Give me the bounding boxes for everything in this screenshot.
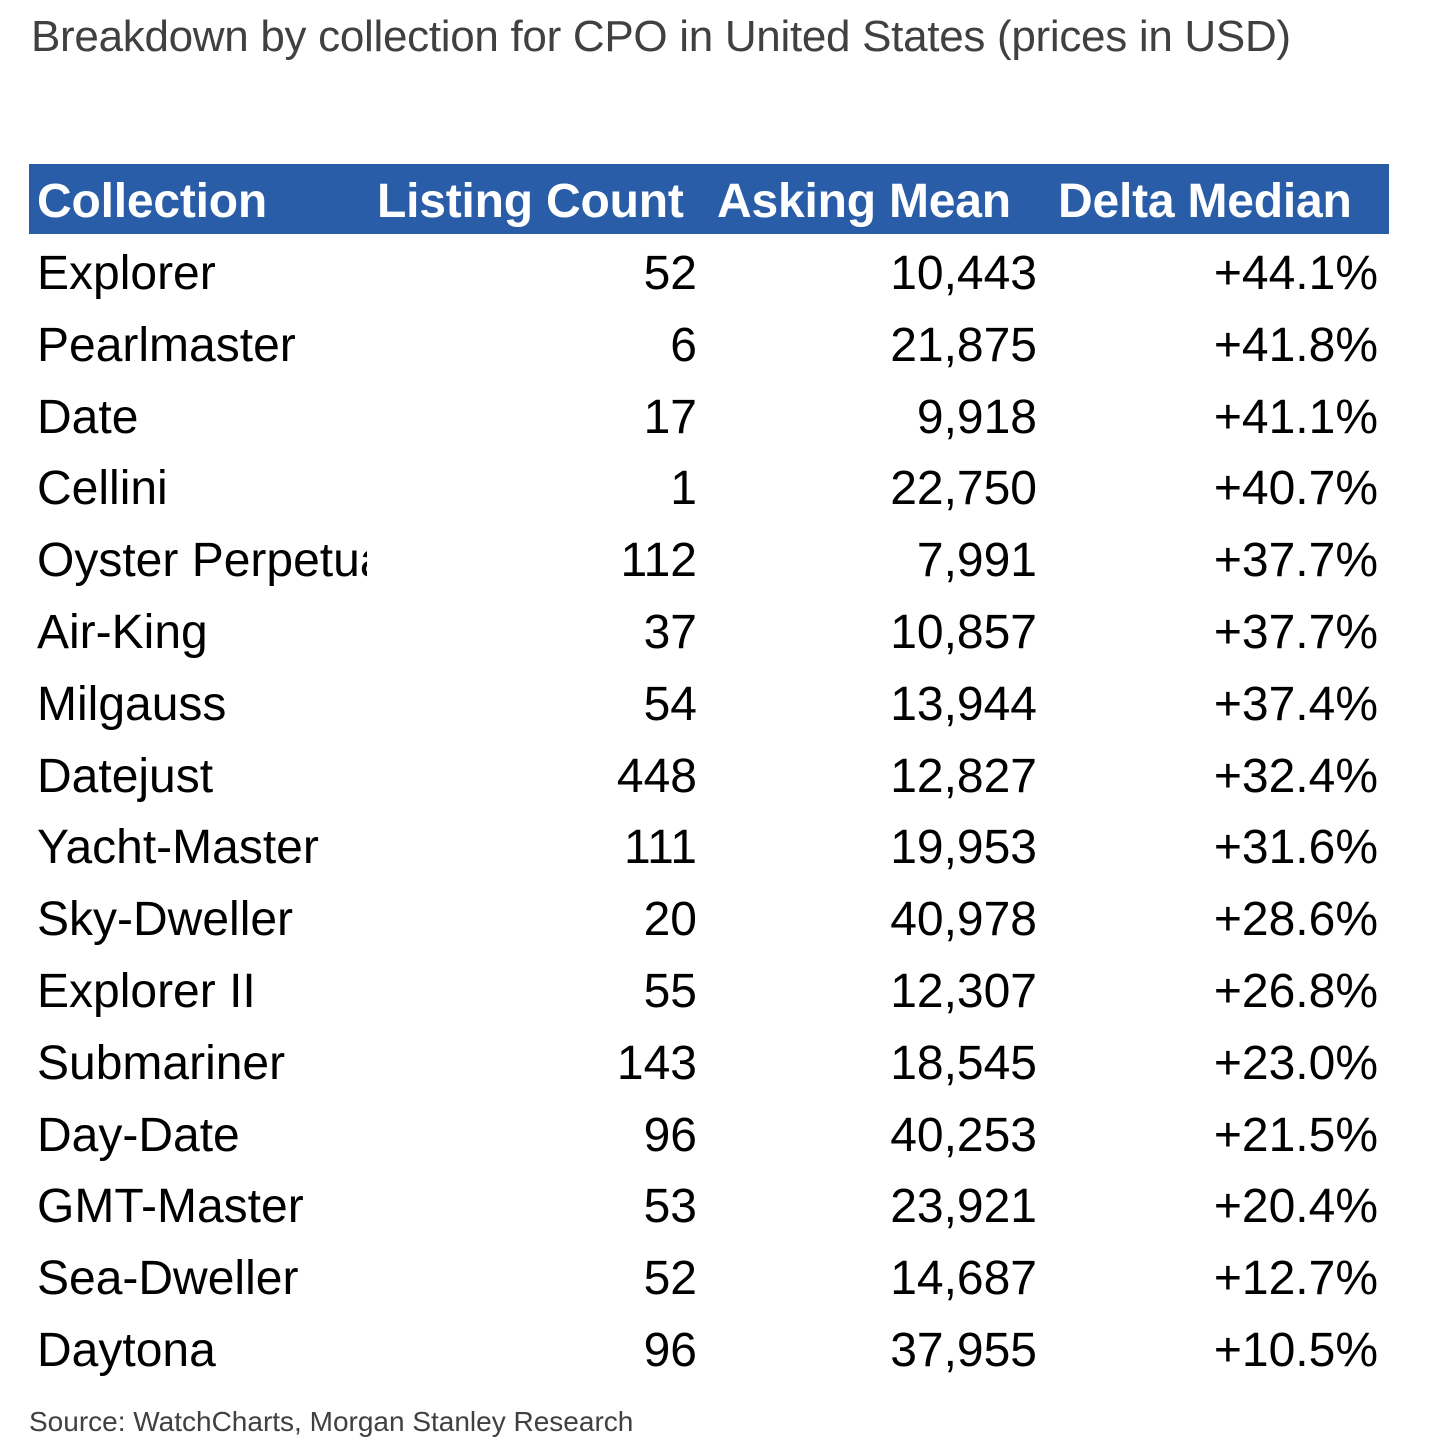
cell-listing-count: 55	[643, 964, 697, 1018]
cell-collection: Date	[37, 390, 139, 444]
cell-delta-median: +31.6%	[1213, 821, 1378, 875]
cell-collection: Daytona	[37, 1323, 216, 1377]
cell-asking-mean: 14,687	[890, 1252, 1037, 1306]
table-row: Date 17 9,918 +41.1%	[29, 378, 1389, 450]
header-collection: Collection	[37, 175, 268, 228]
table-row: Explorer 52 10,443 +44.1%	[29, 234, 1389, 306]
cell-asking-mean: 19,953	[890, 821, 1037, 875]
cell-delta-median: +41.1%	[1213, 390, 1378, 444]
cell-collection: GMT-Master	[37, 1180, 304, 1234]
cell-delta-median: +12.7%	[1213, 1252, 1378, 1306]
table-row: Air-King 37 10,857 +37.7%	[29, 593, 1389, 665]
cell-delta-median: +26.8%	[1213, 964, 1378, 1018]
cell-asking-mean: 18,545	[890, 1036, 1037, 1090]
table-row: Sky-Dweller 20 40,978 +28.6%	[29, 880, 1389, 952]
header-asking-mean: Asking Mean	[717, 175, 1011, 228]
cell-asking-mean: 40,253	[890, 1108, 1037, 1162]
cell-collection: Datejust	[37, 749, 214, 803]
cell-listing-count: 54	[643, 677, 697, 731]
cell-collection: Air-King	[37, 605, 208, 659]
cell-collection: Cellini	[37, 462, 168, 516]
cell-collection: Pearlmaster	[37, 318, 296, 372]
table-row: GMT-Master 53 23,921 +20.4%	[29, 1167, 1389, 1239]
cell-listing-count: 20	[643, 893, 697, 947]
cell-delta-median: +44.1%	[1213, 247, 1378, 300]
table-row: Daytona 96 37,955 +10.5%	[29, 1311, 1389, 1383]
cell-collection: Submariner	[37, 1036, 286, 1090]
header-delta-median: Delta Median	[1058, 175, 1352, 228]
table-row: Submariner 143 18,545 +23.0%	[29, 1024, 1389, 1096]
chart-title: Breakdown by collection for CPO in Unite…	[31, 12, 1291, 61]
cell-delta-median: +20.4%	[1213, 1180, 1378, 1234]
cell-listing-count: 112	[620, 534, 697, 588]
cell-collection: Oyster Perpetual	[37, 534, 367, 588]
table-row: Oyster Perpetual 112 7,991 +37.7%	[29, 521, 1389, 593]
data-table: Collection Listing Count Asking Mean Del…	[29, 164, 1389, 1383]
cell-listing-count: 96	[643, 1323, 697, 1377]
cell-collection: Milgauss	[37, 677, 227, 731]
cell-listing-count: 17	[643, 390, 697, 444]
table-row: Pearlmaster 6 21,875 +41.8%	[29, 306, 1389, 378]
table-row: Day-Date 96 40,253 +21.5%	[29, 1096, 1389, 1168]
cell-asking-mean: 37,955	[890, 1323, 1037, 1377]
cell-listing-count: 6	[670, 318, 697, 372]
cell-listing-count: 111	[624, 821, 697, 875]
table-row: Sea-Dweller 52 14,687 +12.7%	[29, 1239, 1389, 1311]
cell-asking-mean: 10,857	[890, 605, 1037, 659]
cell-listing-count: 52	[643, 1252, 697, 1306]
cell-collection: Day-Date	[37, 1108, 240, 1162]
cell-collection: Sea-Dweller	[37, 1252, 299, 1306]
cell-delta-median: +40.7%	[1213, 462, 1378, 516]
cell-collection: Yacht-Master	[37, 821, 319, 875]
cell-asking-mean: 7,991	[916, 534, 1037, 588]
cell-delta-median: +28.6%	[1213, 893, 1378, 947]
cell-asking-mean: 9,918	[916, 390, 1037, 444]
table-body: Explorer 52 10,443 +44.1% Pearlmaster 6 21,875…	[29, 234, 1389, 1383]
cell-listing-count: 143	[616, 1036, 697, 1090]
cell-asking-mean: 22,750	[890, 462, 1037, 516]
source-note: Source: WatchCharts, Morgan Stanley Rese…	[29, 1406, 634, 1437]
cell-listing-count: 37	[643, 605, 697, 659]
cell-asking-mean: 21,875	[890, 318, 1037, 372]
table-header: Collection Listing Count Asking Mean Del…	[29, 164, 1389, 234]
cell-collection: Explorer	[37, 247, 216, 300]
cell-asking-mean: 10,443	[890, 247, 1037, 300]
cell-asking-mean: 23,921	[890, 1180, 1037, 1234]
cell-listing-count: 1	[670, 462, 697, 516]
cell-listing-count: 52	[643, 247, 697, 300]
cell-listing-count: 96	[643, 1108, 697, 1162]
cell-asking-mean: 12,827	[890, 749, 1037, 803]
cell-delta-median: +37.7%	[1213, 534, 1378, 588]
table-row: Datejust 448 12,827 +32.4%	[29, 737, 1389, 809]
table-row: Milgauss 54 13,944 +37.4%	[29, 665, 1389, 737]
cell-listing-count: 53	[643, 1180, 697, 1234]
cell-collection: Explorer II	[37, 964, 256, 1018]
cell-delta-median: +41.8%	[1213, 318, 1378, 372]
cell-delta-median: +32.4%	[1213, 749, 1378, 803]
table-row: Yacht-Master 111 19,953 +31.6%	[29, 808, 1389, 880]
cell-listing-count: 448	[616, 749, 697, 803]
table-row: Cellini 1 22,750 +40.7%	[29, 449, 1389, 521]
table-row: Explorer II 55 12,307 +26.8%	[29, 952, 1389, 1024]
cell-delta-median: +10.5%	[1213, 1323, 1378, 1377]
cell-delta-median: +21.5%	[1213, 1108, 1378, 1162]
cell-collection: Sky-Dweller	[37, 893, 294, 947]
cell-delta-median: +23.0%	[1213, 1036, 1378, 1090]
cell-asking-mean: 12,307	[890, 964, 1037, 1018]
header-listing-count: Listing Count	[377, 175, 684, 228]
cell-delta-median: +37.7%	[1213, 605, 1378, 659]
cell-asking-mean: 13,944	[890, 677, 1037, 731]
cell-asking-mean: 40,978	[890, 893, 1037, 947]
cell-delta-median: +37.4%	[1213, 677, 1378, 731]
